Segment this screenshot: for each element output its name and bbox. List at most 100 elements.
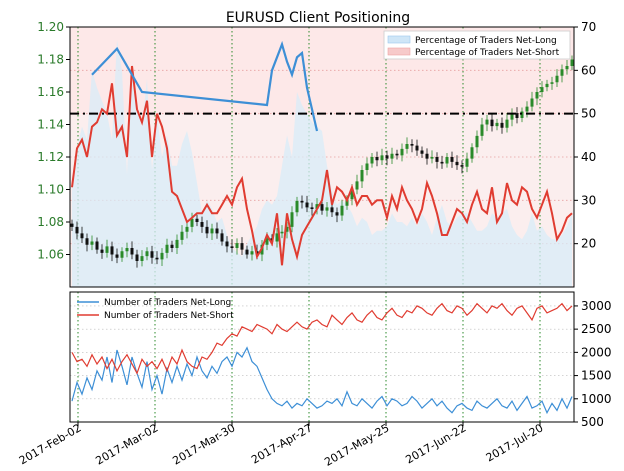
- candle-body: [120, 251, 124, 258]
- candle-body: [445, 157, 449, 164]
- candle-body: [430, 157, 434, 159]
- y-right-tick-label: 3000: [581, 299, 612, 313]
- top-panel-lines: [70, 40, 574, 266]
- legend-swatch: [387, 47, 411, 56]
- candle-body: [490, 119, 494, 127]
- candle-body: [245, 249, 249, 255]
- candle-body: [365, 163, 369, 170]
- candle-body: [300, 200, 304, 203]
- candle-body: [200, 222, 204, 227]
- candle-body: [500, 122, 504, 128]
- y-left-tick-label: 1.06: [37, 248, 64, 262]
- candle-body: [315, 204, 319, 209]
- candle-body: [110, 246, 114, 255]
- x-tick-label: 2017-Mar-30: [170, 421, 237, 467]
- legend-label: Percentage of Traders Net-Short: [415, 48, 560, 58]
- candle-body: [325, 207, 329, 211]
- candle-body: [440, 161, 444, 164]
- y-left-tick-label: 1.16: [37, 85, 64, 99]
- candle-body: [280, 231, 284, 234]
- candle-body: [460, 165, 464, 167]
- candle-body: [140, 256, 144, 261]
- candle-body: [385, 155, 389, 159]
- candle-body: [375, 157, 379, 161]
- net-short-pct-line: [71, 65, 573, 266]
- candle-body: [150, 251, 154, 258]
- candle-body: [405, 144, 409, 149]
- candle-body: [105, 246, 109, 253]
- candle-body: [290, 212, 294, 227]
- candle-body: [125, 248, 129, 252]
- net-short-count-line: [71, 302, 573, 375]
- trader-count-lines: [71, 302, 573, 415]
- y-right-tick-label: 30: [581, 193, 596, 207]
- x-tick-label: 2017-Feb-02: [17, 421, 84, 467]
- candle-body: [240, 243, 244, 250]
- x-tick-label: 2017-Jul-20: [484, 421, 546, 464]
- candle-body: [505, 119, 509, 128]
- candle-body: [390, 153, 394, 159]
- candle-body: [570, 59, 574, 66]
- candle-body: [355, 181, 359, 190]
- candle-body: [80, 233, 84, 239]
- candle-body: [225, 241, 229, 247]
- candle-body: [485, 119, 489, 125]
- y-left-tick-label: 1.10: [37, 183, 64, 197]
- legend-label: Number of Traders Net-Long: [104, 298, 231, 308]
- candle-body: [305, 202, 309, 208]
- y-left-tick-label: 1.18: [37, 53, 64, 67]
- candle-body: [520, 111, 524, 118]
- candle-body: [435, 157, 439, 162]
- candle-body: [180, 231, 184, 240]
- net-long-count-line: [71, 346, 573, 415]
- legend-label: Percentage of Traders Net-Long: [415, 36, 557, 46]
- top-panel-axes: 1.06 1.08 1.10 1.12 1.14 1.16 1.18 1.20 20 30 40 50…: [37, 20, 596, 288]
- candle-body: [335, 212, 339, 216]
- candle-body: [85, 238, 89, 245]
- candle-body: [415, 145, 419, 151]
- candle-body: [525, 106, 529, 112]
- candle-body: [285, 226, 289, 232]
- bottom-panel-axes: 500 1000 1500 2000 2500 3000: [69, 291, 612, 429]
- candle-body: [455, 161, 459, 166]
- candle-body: [530, 98, 534, 107]
- candle-body: [465, 158, 469, 167]
- x-axis-labels: 2017-Feb-02 2017-Mar-02 2017-Mar-30 2017-Ap…: [17, 421, 546, 469]
- candle-body: [345, 199, 349, 206]
- candle-body: [395, 153, 399, 156]
- candle-body: [510, 113, 514, 120]
- candle-body: [330, 207, 334, 213]
- candle-body: [75, 226, 79, 234]
- y-left-tick-label: 1.08: [37, 215, 64, 229]
- candle-body: [545, 83, 549, 88]
- candle-body: [220, 233, 224, 242]
- candle-body: [370, 157, 374, 164]
- candle-body: [165, 244, 169, 253]
- candle-body: [550, 82, 554, 84]
- candle-body: [360, 170, 364, 182]
- candle-body: [70, 223, 74, 227]
- candle-body: [515, 113, 519, 118]
- candle-body: [175, 239, 179, 248]
- candle-body: [115, 254, 119, 258]
- legend-label: Number of Traders Net-Short: [104, 311, 234, 321]
- price-candles: [70, 55, 574, 268]
- legend-swatch: [387, 35, 411, 44]
- y-right-tick-label: 60: [581, 63, 596, 77]
- candle-body: [275, 233, 279, 242]
- y-right-tick-label: 1000: [581, 392, 612, 406]
- candle-body: [475, 135, 479, 148]
- top-legend-box: [383, 30, 571, 60]
- candle-body: [470, 147, 474, 159]
- candle-body: [350, 189, 354, 200]
- candle-body: [190, 218, 194, 227]
- candle-body: [565, 66, 569, 70]
- chart-title: EURUSD Client Positioning: [226, 10, 410, 26]
- y-left-tick-label: 1.12: [37, 150, 64, 164]
- y-right-tick-label: 500: [581, 415, 604, 429]
- candle-body: [155, 257, 159, 260]
- bottom-panel-grid: [70, 292, 574, 423]
- candle-body: [480, 124, 484, 136]
- candle-body: [535, 92, 539, 99]
